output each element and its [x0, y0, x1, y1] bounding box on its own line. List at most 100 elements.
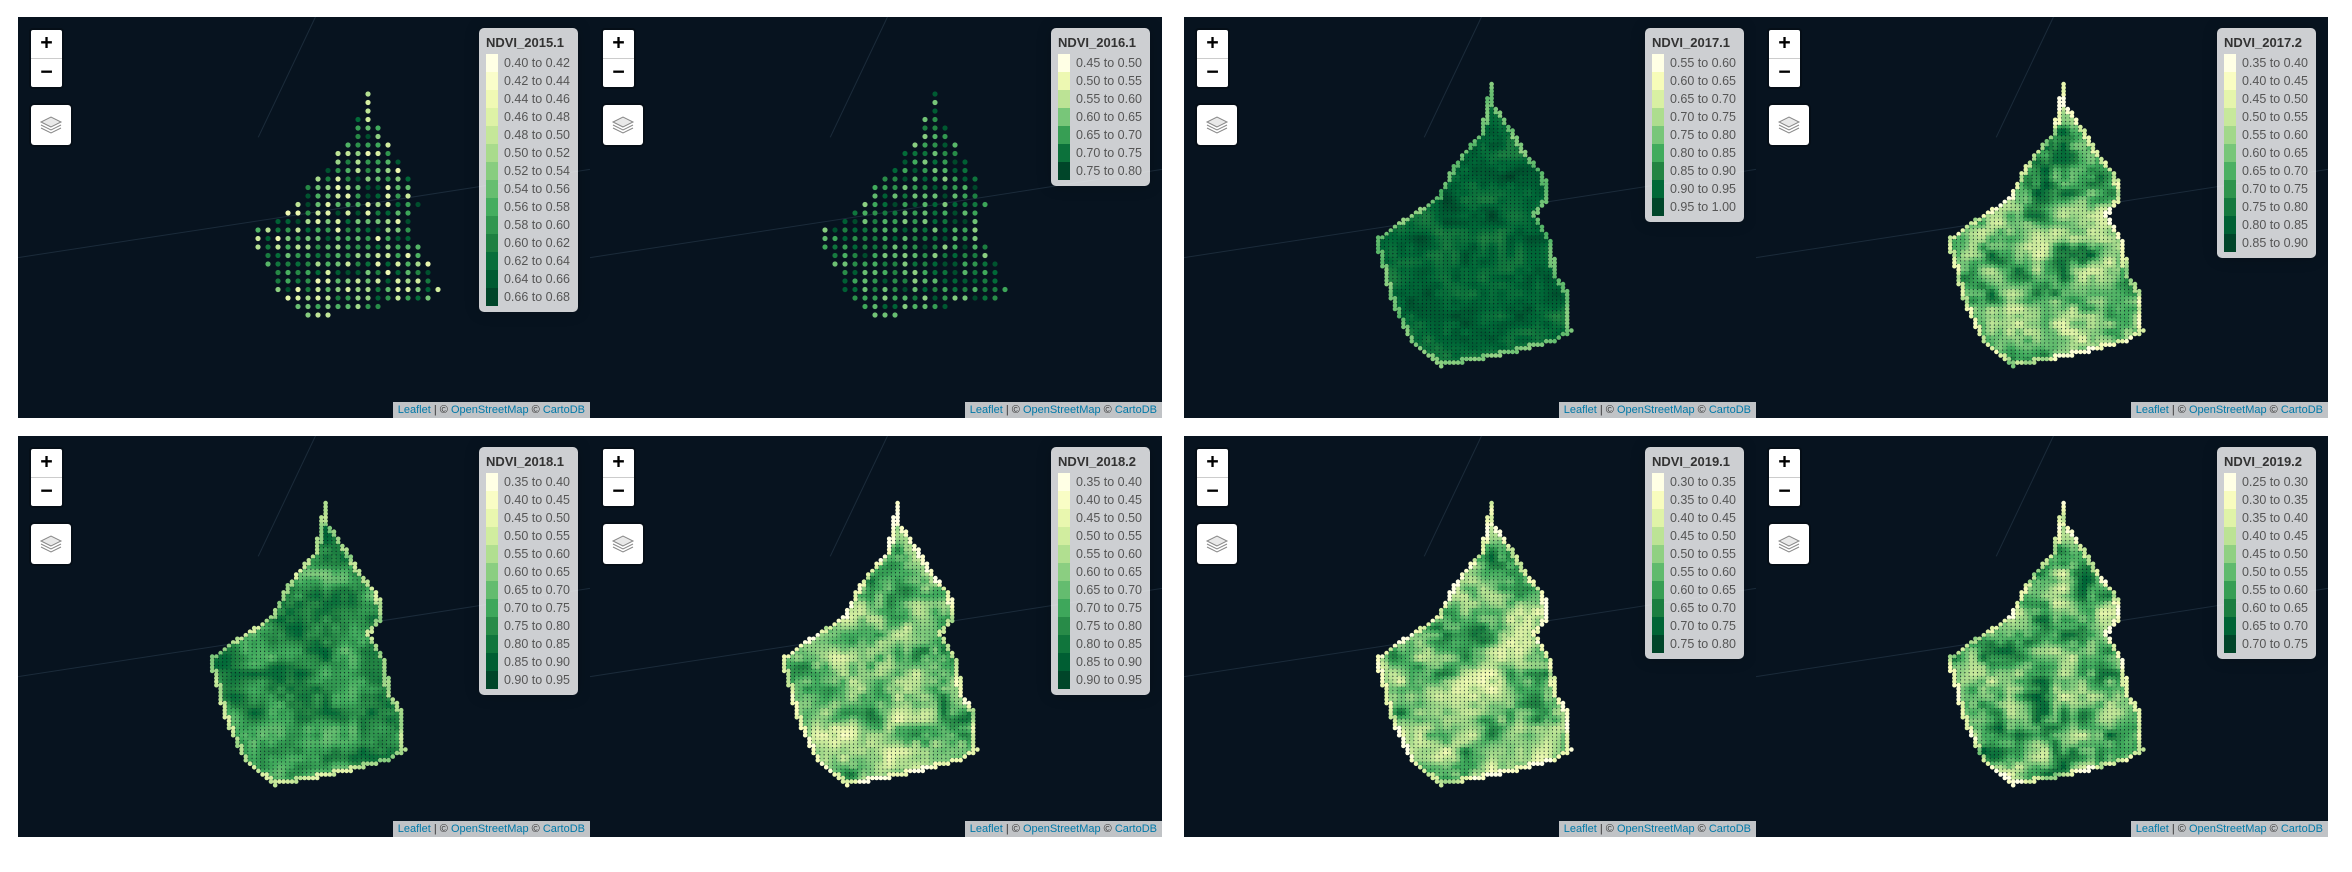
ndvi-point	[1960, 288, 1966, 294]
ndvi-point	[331, 536, 337, 542]
openstreetmap-link[interactable]: OpenStreetMap	[2188, 404, 2267, 416]
ndvi-point	[1401, 238, 1406, 244]
ndvi-point	[2078, 321, 2083, 326]
ndvi-point	[1434, 271, 1440, 276]
ndvi-point	[1396, 231, 1402, 237]
ndvi-point	[1489, 328, 1494, 333]
ndvi-point	[1430, 267, 1436, 273]
cartodb-link[interactable]: CartoDB	[542, 404, 585, 416]
ndvi-point	[1518, 206, 1524, 212]
ndvi-point	[1464, 303, 1469, 308]
map-panel-2[interactable]: + − NDVI_2016.1 0.45 to 0.50 0.50 to 0.55…	[590, 17, 1162, 418]
openstreetmap-link[interactable]: OpenStreetMap	[1022, 404, 1101, 416]
ndvi-point	[1535, 206, 1541, 212]
ndvi-point	[2048, 174, 2054, 180]
ndvi-point	[325, 295, 331, 301]
ndvi-point	[2111, 231, 2117, 237]
ndvi-point	[2078, 156, 2083, 162]
ndvi-point	[2120, 253, 2125, 258]
layers-control-button[interactable]	[1195, 103, 1239, 147]
ndvi-point	[2078, 231, 2083, 237]
ndvi-point	[306, 568, 312, 574]
ndvi-point	[1468, 231, 1473, 237]
road-line	[257, 17, 316, 138]
ndvi-point	[2031, 260, 2037, 265]
zoom-in-button[interactable]: +	[1197, 30, 1228, 59]
ndvi-point	[2027, 260, 2033, 265]
ndvi-point	[1434, 342, 1440, 348]
layers-control-button[interactable]	[1767, 103, 1811, 147]
layers-control-button[interactable]	[601, 103, 645, 147]
leaflet-link[interactable]: Leaflet	[397, 404, 431, 416]
ndvi-point	[2082, 335, 2087, 340]
leaflet-link[interactable]: Leaflet	[2135, 404, 2169, 416]
ndvi-point	[2036, 217, 2041, 223]
ndvi-point	[1409, 228, 1415, 233]
leaflet-link[interactable]: Leaflet	[1563, 404, 1597, 416]
legend-label: 0.35 to 0.40	[2241, 56, 2308, 70]
ndvi-point	[1401, 271, 1406, 276]
ndvi-point	[2040, 221, 2045, 226]
ndvi-point	[1964, 292, 1970, 298]
zoom-in-button[interactable]: +	[1769, 30, 1800, 59]
ndvi-point	[912, 201, 918, 208]
ndvi-point	[2027, 313, 2033, 319]
leaflet-link[interactable]: Leaflet	[969, 404, 1003, 416]
ndvi-point-layer	[1184, 17, 1756, 369]
ndvi-point	[2057, 274, 2062, 280]
map-panel-1[interactable]: + − NDVI_2015.1 0.40 to 0.42 0.42 to 0.44…	[18, 17, 590, 418]
ndvi-point	[1459, 249, 1465, 255]
ndvi-point	[1405, 321, 1410, 326]
ndvi-point	[1464, 278, 1469, 283]
map-panel-5[interactable]: + − NDVI_2018.1 0.35 to 0.40 0.40 to 0.45…	[18, 436, 590, 837]
ndvi-point	[1413, 338, 1419, 344]
ndvi-point	[1985, 224, 1991, 230]
cartodb-link[interactable]: CartoDB	[2280, 404, 2323, 416]
ndvi-point	[1956, 235, 1961, 240]
ndvi-point	[1392, 303, 1398, 308]
ndvi-point	[1527, 235, 1532, 240]
ndvi-point	[1447, 353, 1452, 358]
ndvi-point	[1413, 328, 1419, 333]
map-panel-3[interactable]: + − NDVI_2017.1 0.55 to 0.60 0.60 to 0.65…	[1184, 17, 1756, 418]
ndvi-point	[2031, 324, 2037, 330]
map-panel-4[interactable]: + − NDVI_2017.2 0.35 to 0.40 0.40 to 0.45…	[1756, 17, 2328, 418]
openstreetmap-link[interactable]: OpenStreetMap	[1616, 404, 1695, 416]
openstreetmap-link[interactable]: OpenStreetMap	[450, 404, 529, 416]
layers-control-button[interactable]	[29, 103, 73, 147]
ndvi-point	[1501, 171, 1507, 176]
ndvi-point	[315, 295, 321, 301]
ndvi-point	[1514, 199, 1520, 205]
ndvi-point	[1522, 260, 1528, 265]
zoom-out-button[interactable]: −	[1206, 59, 1219, 83]
ndvi-point	[2069, 281, 2075, 287]
ndvi-point	[1985, 338, 1991, 344]
zoom-in-button[interactable]: +	[603, 30, 634, 59]
ndvi-point	[1531, 171, 1536, 176]
ndvi-point	[1430, 253, 1436, 258]
ndvi-point	[1527, 263, 1532, 269]
ndvi-point	[862, 235, 868, 242]
cartodb-link[interactable]: CartoDB	[1114, 404, 1157, 416]
ndvi-point	[2019, 267, 2024, 273]
ndvi-point	[882, 176, 888, 182]
ndvi-point	[1405, 249, 1410, 255]
ndvi-point	[2078, 196, 2083, 201]
ndvi-point	[1426, 353, 1431, 358]
ndvi-point	[2120, 278, 2125, 283]
zoom-out-button[interactable]: −	[1778, 59, 1791, 83]
ndvi-point	[2057, 139, 2062, 144]
ndvi-point	[1434, 246, 1440, 251]
zoom-in-button[interactable]: +	[31, 30, 62, 59]
ndvi-point	[1522, 235, 1528, 240]
ndvi-point	[2010, 349, 2016, 355]
ndvi-point	[1493, 285, 1499, 290]
ndvi-point	[2057, 256, 2062, 262]
zoom-out-button[interactable]: −	[612, 59, 625, 83]
ndvi-point	[375, 303, 381, 310]
ndvi-point	[335, 554, 341, 559]
zoom-out-button[interactable]: −	[40, 59, 53, 83]
ndvi-point	[2094, 288, 2100, 294]
cartodb-link[interactable]: CartoDB	[1708, 404, 1751, 416]
ndvi-point	[1447, 206, 1452, 212]
